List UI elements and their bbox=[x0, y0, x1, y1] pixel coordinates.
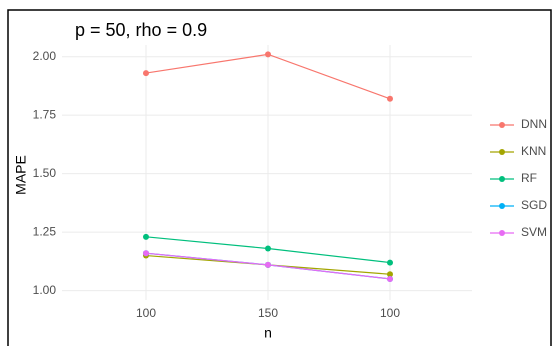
legend-label: DNN bbox=[521, 117, 547, 131]
point bbox=[143, 70, 149, 77]
chart-title: p = 50, rho = 0.9 bbox=[75, 20, 207, 40]
point bbox=[387, 271, 393, 278]
y-tick-label: 2.00 bbox=[33, 49, 57, 63]
x-tick-label: 150 bbox=[258, 306, 278, 320]
point bbox=[387, 259, 393, 266]
point bbox=[387, 95, 393, 102]
y-tick-label: 1.75 bbox=[33, 107, 57, 121]
x-tick-label: 100 bbox=[136, 306, 156, 320]
legend-label: SVM bbox=[521, 225, 547, 239]
point bbox=[143, 250, 149, 257]
y-axis-label: MAPE bbox=[13, 155, 29, 195]
y-tick-label: 1.00 bbox=[33, 283, 57, 297]
frame bbox=[7, 9, 552, 346]
legend-label: KNN bbox=[521, 144, 546, 158]
point bbox=[143, 233, 149, 240]
legend-key bbox=[499, 176, 505, 182]
point bbox=[265, 245, 271, 252]
x-axis-label: n bbox=[264, 325, 272, 341]
point bbox=[265, 51, 271, 58]
legend-key bbox=[499, 122, 505, 128]
legend-label: SGD bbox=[521, 198, 547, 212]
y-tick-label: 1.50 bbox=[33, 166, 57, 180]
legend-key bbox=[499, 203, 505, 209]
legend-key bbox=[499, 230, 505, 236]
y-tick-label: 1.25 bbox=[33, 224, 57, 238]
legend-label: RF bbox=[521, 171, 537, 185]
x-tick-label: 100 bbox=[380, 306, 400, 320]
legend-key bbox=[499, 149, 505, 155]
point bbox=[265, 261, 271, 268]
point bbox=[387, 275, 393, 282]
